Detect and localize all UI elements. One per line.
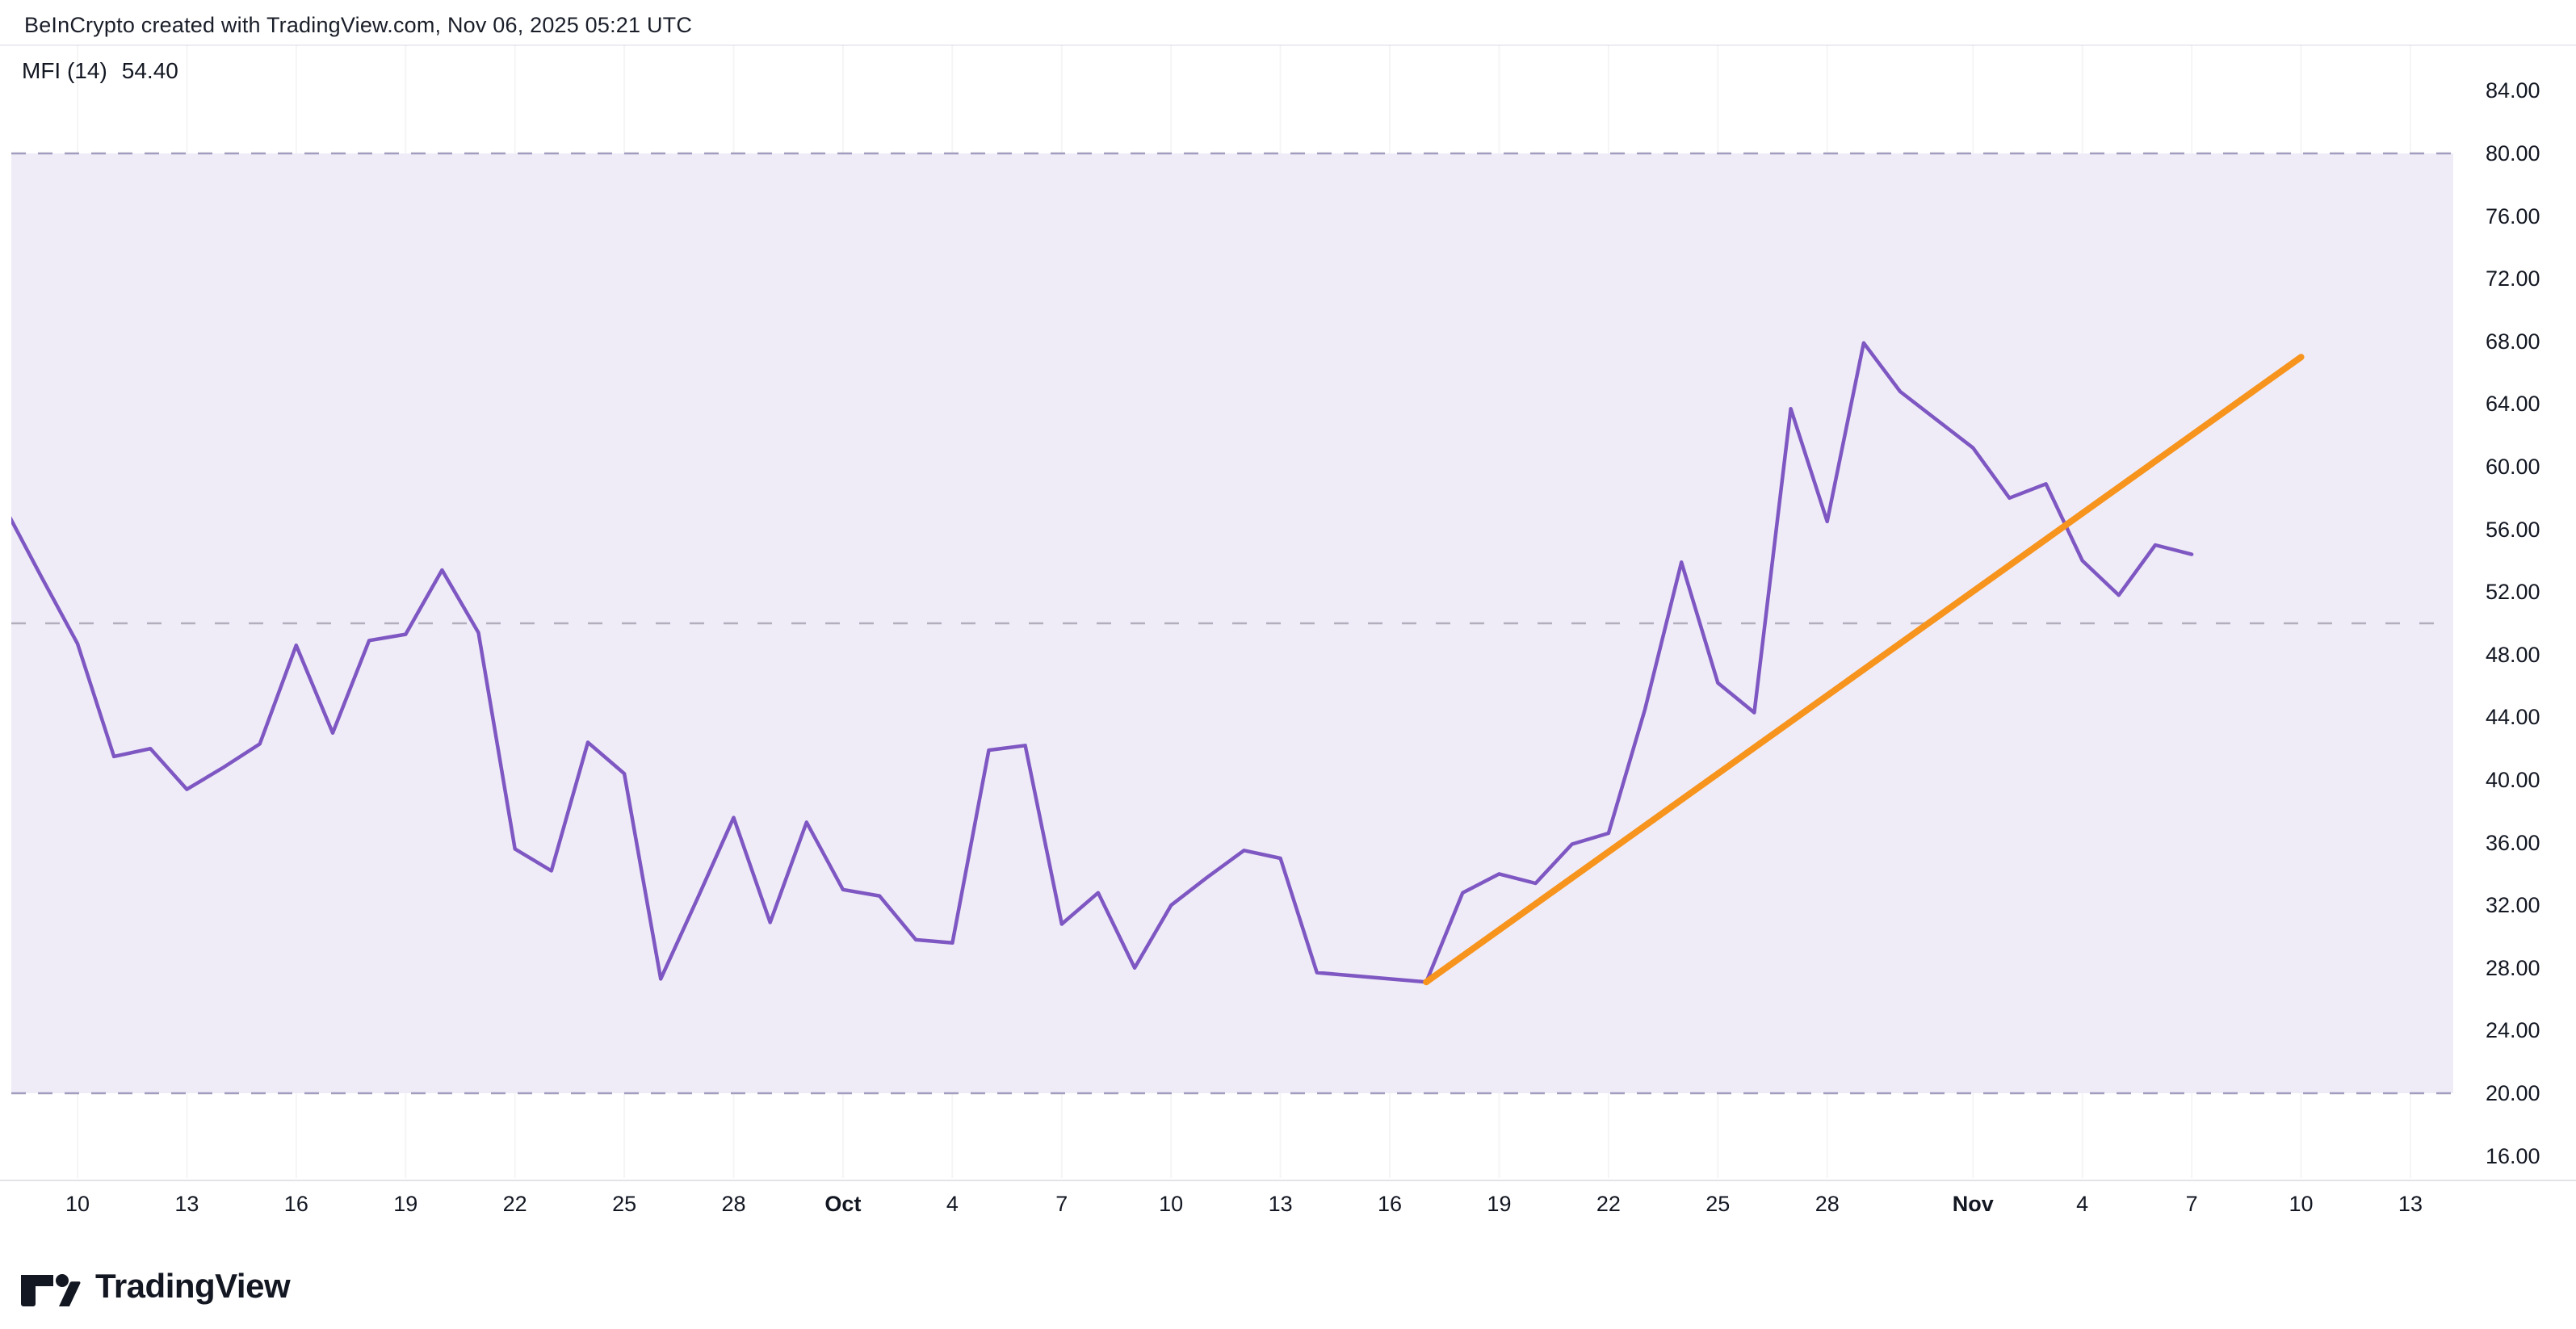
time-axis-label: 19 bbox=[1487, 1192, 1512, 1216]
price-axis-label: 28.00 bbox=[2486, 955, 2540, 980]
price-axis-label: 56.00 bbox=[2486, 517, 2540, 542]
time-axis-label: 25 bbox=[612, 1192, 637, 1216]
time-axis-label: 13 bbox=[1268, 1192, 1293, 1216]
time-axis-separator bbox=[0, 1180, 2576, 1181]
price-axis-label: 24.00 bbox=[2486, 1018, 2540, 1043]
price-axis-label: 40.00 bbox=[2486, 768, 2540, 792]
price-axis-label: 36.00 bbox=[2486, 830, 2540, 855]
time-axis-label: Oct bbox=[824, 1192, 862, 1216]
time-axis-label: 10 bbox=[2289, 1192, 2314, 1216]
time-axis-label: 28 bbox=[1815, 1192, 1840, 1216]
time-axis-label: 13 bbox=[2398, 1192, 2423, 1216]
time-axis-label: 28 bbox=[721, 1192, 746, 1216]
price-axis-label: 76.00 bbox=[2486, 203, 2540, 228]
price-axis-label: 64.00 bbox=[2486, 392, 2540, 417]
time-axis-label: 4 bbox=[2076, 1192, 2089, 1216]
time-axis-label: 10 bbox=[1159, 1192, 1184, 1216]
time-axis-label: 22 bbox=[1596, 1192, 1621, 1216]
time-axis-label: 7 bbox=[2185, 1192, 2198, 1216]
tradingview-logo-icon bbox=[21, 1274, 81, 1306]
price-axis-label: 44.00 bbox=[2486, 705, 2540, 730]
trend-line[interactable] bbox=[1423, 354, 2305, 986]
indicator-name: MFI (14) bbox=[22, 58, 107, 83]
price-axis-label: 32.00 bbox=[2486, 893, 2540, 918]
time-axis-label: 10 bbox=[65, 1192, 90, 1216]
price-axis-label: 48.00 bbox=[2486, 642, 2540, 667]
time-axis-label: 25 bbox=[1705, 1192, 1731, 1216]
mfi-line[interactable] bbox=[5, 341, 2194, 984]
tradingview-logo[interactable]: TradingView bbox=[19, 1258, 291, 1314]
price-axis-label: 16.00 bbox=[2486, 1143, 2540, 1168]
price-axis-label: 52.00 bbox=[2486, 580, 2540, 605]
time-axis-label: 22 bbox=[502, 1192, 527, 1216]
price-axis-label: 80.00 bbox=[2486, 141, 2540, 166]
tradingview-wordmark: TradingView bbox=[95, 1267, 291, 1305]
time-axis-label: 16 bbox=[1378, 1192, 1403, 1216]
price-axis-label: 20.00 bbox=[2486, 1081, 2540, 1105]
time-axis-label: Nov bbox=[1952, 1192, 1994, 1216]
header-attribution: BeInCrypto created with TradingView.com,… bbox=[24, 13, 693, 37]
price-axis-label: 68.00 bbox=[2486, 329, 2540, 354]
price-axis-label: 84.00 bbox=[2486, 78, 2540, 103]
time-axis-label: 4 bbox=[946, 1192, 959, 1216]
pane-top-border bbox=[0, 44, 2576, 46]
time-axis-label: 19 bbox=[393, 1192, 418, 1216]
time-axis-label: 13 bbox=[174, 1192, 199, 1216]
time-axis-label: 16 bbox=[283, 1192, 308, 1216]
indicator-status-line[interactable]: MFI (14) 54.40 bbox=[22, 58, 178, 84]
indicator-value: 54.40 bbox=[121, 58, 178, 83]
price-axis-label: 60.00 bbox=[2486, 455, 2540, 479]
price-axis-label: 72.00 bbox=[2486, 266, 2540, 291]
time-axis-label: 7 bbox=[1055, 1192, 1068, 1216]
